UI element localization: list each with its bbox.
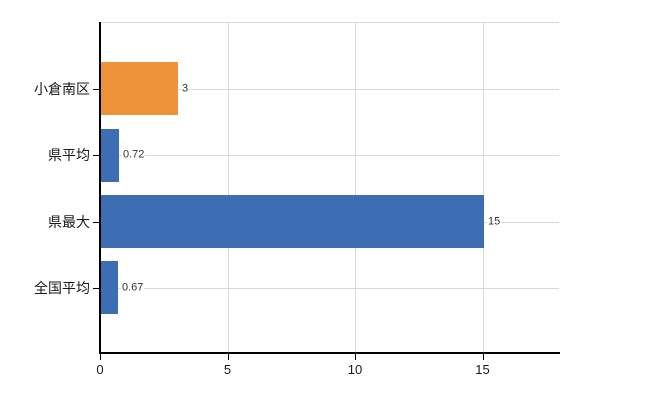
x-tick-label: 5 xyxy=(223,362,232,377)
x-tick-mark xyxy=(355,354,356,360)
x-tick-label: 0 xyxy=(96,362,104,377)
horizontal-gridline xyxy=(100,287,559,289)
x-tick-mark xyxy=(482,354,484,360)
bar-value-label: 0.72 xyxy=(122,148,146,162)
bar-value-label: 0.67 xyxy=(121,281,145,294)
y-axis-line xyxy=(99,22,101,352)
plot-top-border xyxy=(100,22,559,23)
bar-value-label: 15 xyxy=(487,215,502,228)
vertical-gridline xyxy=(355,22,356,352)
category-label: 小倉南区 xyxy=(34,80,90,97)
y-tick-mark xyxy=(93,221,99,223)
bar-value-label: 3 xyxy=(181,82,190,95)
chart-bar xyxy=(101,195,484,248)
x-tick-label: 15 xyxy=(475,362,490,377)
chart-bar xyxy=(101,261,118,314)
x-tick-mark xyxy=(227,354,229,360)
x-tick-label: 10 xyxy=(347,362,363,377)
category-label: 全国平均 xyxy=(34,279,90,296)
vertical-gridline xyxy=(482,22,484,352)
y-tick-mark xyxy=(93,155,99,156)
category-label: 県最大 xyxy=(48,213,90,230)
x-tick-mark xyxy=(100,354,101,360)
horizontal-gridline xyxy=(100,88,559,90)
chart-bar xyxy=(101,62,178,115)
horizontal-gridline xyxy=(100,155,559,156)
y-tick-mark xyxy=(93,88,99,90)
x-axis-line xyxy=(99,352,560,354)
chart-bar xyxy=(101,128,119,182)
y-tick-mark xyxy=(93,287,99,289)
category-label: 県平均 xyxy=(48,147,90,163)
vertical-gridline xyxy=(227,22,229,352)
